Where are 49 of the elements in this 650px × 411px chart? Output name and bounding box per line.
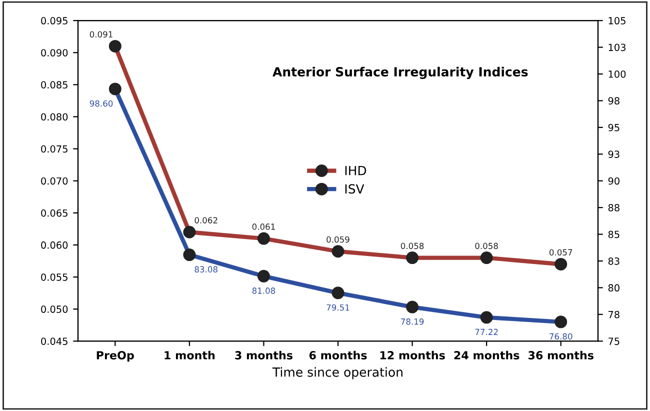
y2-tick-label: 95 xyxy=(608,124,620,132)
y2-tick-label: 98 xyxy=(608,97,620,105)
y2-tick-label: 100 xyxy=(608,70,626,78)
y2-tick-label: 105 xyxy=(608,17,626,24)
x-axis-title: Time since operation xyxy=(272,367,402,380)
x-tick-label: 1 month xyxy=(164,350,215,360)
text: Anterior Surface Irregularity Indices xyxy=(272,66,528,80)
data-label: 0.058 xyxy=(400,242,424,250)
legend-label: ISV xyxy=(345,184,364,194)
x-tick-label: 6 months xyxy=(309,350,367,360)
data-label: 0.057 xyxy=(549,249,572,256)
data-label: 83.08 xyxy=(194,266,218,272)
y2-tick-label: 85 xyxy=(608,230,620,238)
y2-tick-label: 93 xyxy=(608,150,620,158)
data-label: 0.059 xyxy=(326,236,350,243)
data-label: 81.08 xyxy=(252,288,276,294)
y-tick-label: 0.060 xyxy=(41,241,68,249)
data-label: 0.091 xyxy=(90,31,112,38)
data-label: 76.80 xyxy=(550,333,572,340)
y2-tick-label: 80 xyxy=(608,284,620,292)
x-tick-label: 3 months xyxy=(235,350,292,360)
data-label: 0.062 xyxy=(194,217,218,224)
data-label: 0.058 xyxy=(475,242,498,250)
y-tick-label: 0.075 xyxy=(41,145,68,153)
x-tick-label: PreOp xyxy=(96,351,134,362)
data-label: 77.22 xyxy=(475,328,498,335)
y-tick-label: 0.095 xyxy=(41,17,68,24)
x-tick-label: 24 months xyxy=(454,350,520,360)
data-label: 0.061 xyxy=(252,224,275,230)
data-label: 78.19 xyxy=(401,318,424,325)
y2-tick-label: 75 xyxy=(608,338,620,345)
y-tick-label: 0.080 xyxy=(41,113,68,121)
y-tick-label: 0.045 xyxy=(41,338,68,345)
x-tick-label: 12 months xyxy=(380,350,445,360)
y-tick-label: 0.065 xyxy=(41,209,68,217)
y2-tick-label: 103 xyxy=(608,44,626,52)
y2-tick-label: 78 xyxy=(608,310,620,318)
y2-tick-label: 90 xyxy=(608,177,620,185)
data-label: 79.51 xyxy=(326,304,350,311)
y-tick-label: 0.090 xyxy=(41,49,68,56)
y-tick-label: 0.085 xyxy=(41,81,68,88)
y-tick-label: 0.050 xyxy=(41,306,68,313)
y2-tick-label: 88 xyxy=(608,204,620,212)
legend-label: IHD xyxy=(345,166,366,176)
y-tick-label: 0.070 xyxy=(41,177,68,185)
y-tick-label: 0.055 xyxy=(41,273,68,281)
y2-tick-label: 83 xyxy=(608,257,620,265)
data-label: 98.60 xyxy=(90,100,113,107)
x-tick-label: 36 months xyxy=(528,350,594,360)
